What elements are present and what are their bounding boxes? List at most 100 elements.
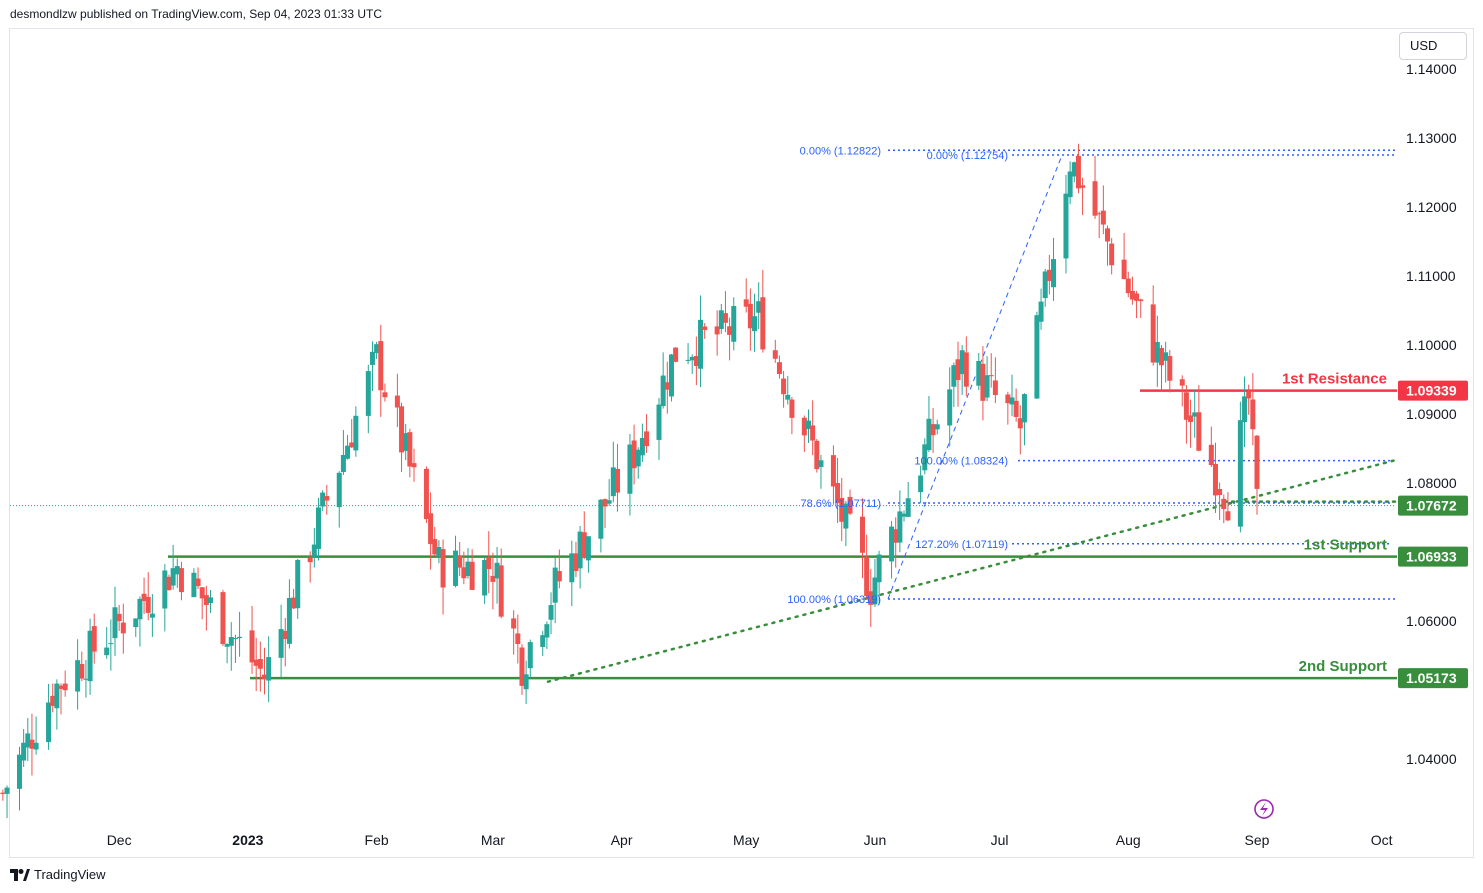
- price-tick-label: 1.13000: [1406, 130, 1457, 146]
- candle-body: [722, 313, 728, 323]
- candle-body: [349, 442, 355, 448]
- price-tick-label: 1.14000: [1406, 61, 1457, 77]
- candle-body: [1254, 435, 1260, 489]
- candle-body: [453, 550, 459, 586]
- candle-body: [199, 587, 205, 599]
- candle-body: [959, 350, 965, 375]
- publisher-note: desmondlzw published on TradingView.com,…: [10, 7, 383, 21]
- price-tick-label: 1.04000: [1406, 751, 1457, 767]
- candle-body: [249, 630, 255, 663]
- candle-body: [685, 359, 691, 361]
- candle-body: [1212, 463, 1218, 496]
- time-tick-label: Aug: [1116, 832, 1141, 848]
- lightning-icon[interactable]: [1254, 799, 1274, 819]
- candle-body: [523, 674, 529, 690]
- candle-body: [573, 553, 579, 571]
- candle-body: [951, 365, 957, 387]
- level-label: 1st Resistance: [1282, 371, 1387, 388]
- candle-body: [1100, 210, 1106, 225]
- candle-body: [598, 499, 604, 539]
- candle-body: [166, 576, 172, 591]
- price-tag: [1398, 495, 1468, 516]
- candle-body: [266, 657, 272, 681]
- candle-body: [1013, 400, 1019, 417]
- candle-body: [1038, 301, 1044, 322]
- candle-body: [311, 544, 317, 557]
- trend-line: [546, 458, 1397, 683]
- candle-body: [868, 591, 874, 605]
- candle-body: [847, 496, 853, 514]
- candle-body: [436, 547, 442, 557]
- candle-body: [224, 644, 230, 647]
- candle-body: [760, 297, 766, 350]
- candle-body: [955, 359, 961, 380]
- fib-label: 78.6% (1.07711): [800, 498, 881, 510]
- candle-body: [108, 643, 114, 645]
- candle-body: [980, 363, 986, 401]
- candle-body: [976, 361, 982, 386]
- candle-body: [698, 319, 704, 369]
- candle-body: [602, 499, 608, 507]
- time-tick-label: Feb: [365, 832, 389, 848]
- candle-body: [237, 636, 243, 639]
- candle-body: [801, 417, 807, 436]
- candle-body: [864, 556, 870, 597]
- candle-body: [814, 440, 820, 470]
- candle-body: [585, 536, 591, 561]
- candle-body: [806, 420, 812, 430]
- candle-body: [992, 380, 998, 396]
- fib-label: 100.00% (1.06319): [787, 594, 881, 606]
- price-tick-label: 1.06000: [1406, 613, 1457, 629]
- candle-body: [407, 432, 413, 467]
- candle-body: [1183, 392, 1189, 420]
- candle-body: [394, 395, 400, 408]
- candle-body: [1046, 269, 1052, 281]
- candle-body: [345, 445, 351, 459]
- candle-body: [469, 561, 475, 590]
- candle-body: [336, 472, 342, 508]
- currency-selector[interactable]: USD: [1399, 32, 1467, 60]
- candle-body: [843, 503, 849, 529]
- candle-body: [178, 568, 184, 593]
- candle-body: [465, 561, 471, 577]
- candle-body: [631, 440, 637, 469]
- time-tick-label: Dec: [107, 832, 132, 848]
- candle-body: [174, 566, 180, 575]
- candle-body: [644, 431, 650, 447]
- candle-body: [756, 301, 762, 313]
- candle-body: [988, 375, 994, 377]
- candle-body: [486, 557, 492, 570]
- candle-body: [606, 500, 612, 504]
- candle-body: [776, 362, 782, 374]
- candle-body: [810, 425, 816, 441]
- candle-body: [33, 742, 39, 750]
- candle-body: [257, 659, 263, 669]
- candles: [0, 143, 1260, 819]
- candle-body: [519, 647, 525, 686]
- candle-body: [772, 350, 778, 359]
- candle-body: [54, 683, 60, 709]
- candle-body: [556, 571, 562, 582]
- price-tick-label: 1.12000: [1406, 199, 1457, 215]
- candle-body: [141, 593, 147, 602]
- candle-body: [1063, 193, 1069, 259]
- candle-body: [149, 613, 155, 618]
- candle-body: [1246, 391, 1252, 399]
- candle-body: [307, 557, 313, 563]
- candle-body: [83, 678, 89, 680]
- price-tick-label: 1.09000: [1406, 406, 1457, 422]
- candle-body: [374, 344, 380, 354]
- candle-body: [544, 624, 550, 638]
- candle-body: [934, 424, 940, 430]
- candle-body: [918, 475, 924, 493]
- candle-body: [295, 559, 301, 609]
- candle-body: [1067, 171, 1073, 198]
- candle-body: [399, 406, 405, 453]
- candle-body: [635, 449, 641, 467]
- candle-body: [668, 354, 674, 397]
- price-tag: [1398, 546, 1468, 567]
- fib-label: 0.00% (1.12754): [927, 150, 1008, 162]
- time-tick-label: Oct: [1371, 832, 1393, 848]
- candle-body: [91, 626, 97, 652]
